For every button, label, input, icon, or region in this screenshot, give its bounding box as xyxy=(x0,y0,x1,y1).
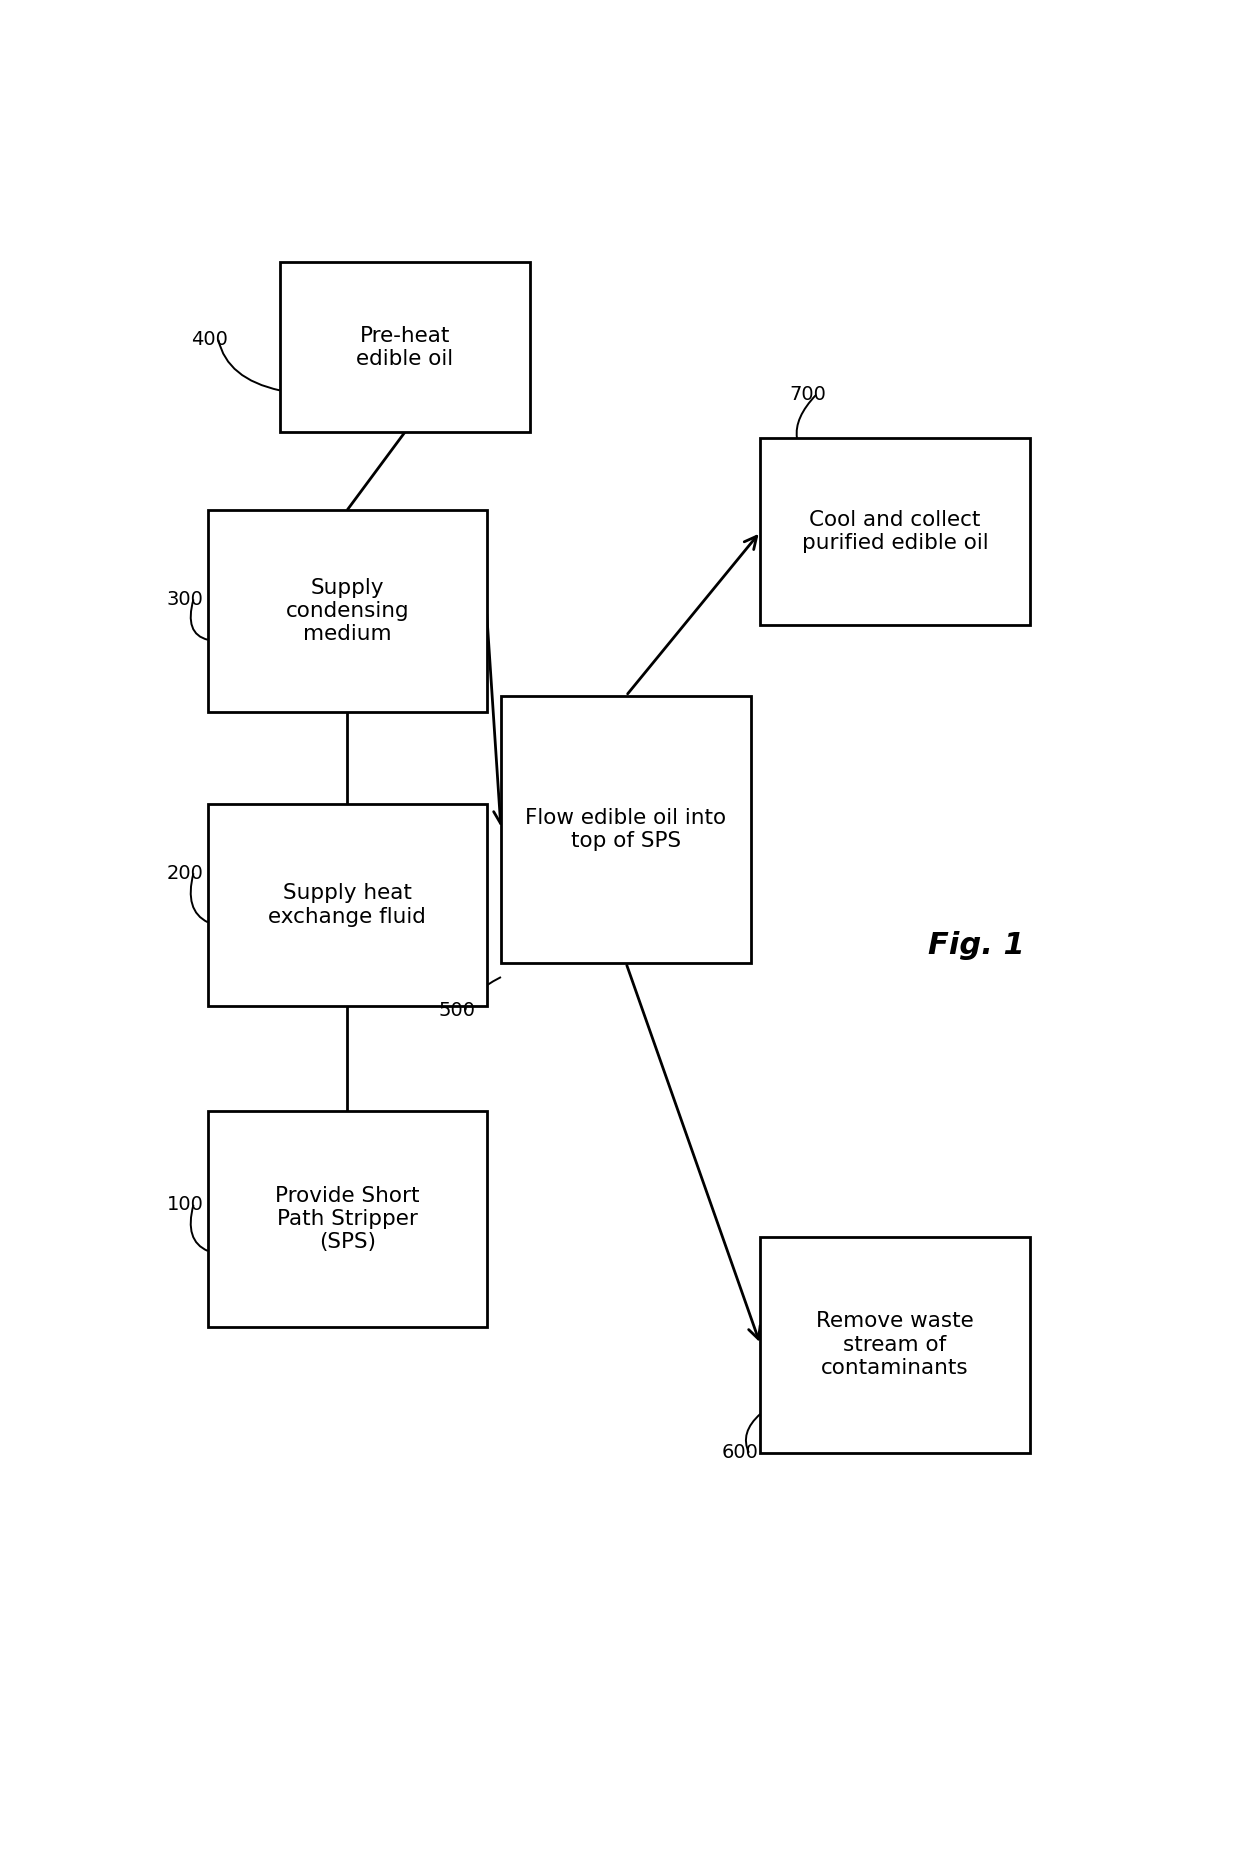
Text: Supply
condensing
medium: Supply condensing medium xyxy=(285,578,409,644)
Text: 500: 500 xyxy=(439,1002,475,1020)
Text: Flow edible oil into
top of SPS: Flow edible oil into top of SPS xyxy=(526,807,727,852)
Text: 400: 400 xyxy=(191,331,228,350)
Bar xyxy=(208,1112,486,1327)
Text: Cool and collect
purified edible oil: Cool and collect purified edible oil xyxy=(801,509,988,554)
Text: Supply heat
exchange fluid: Supply heat exchange fluid xyxy=(268,884,427,927)
Bar xyxy=(760,1237,1029,1453)
Bar xyxy=(208,509,486,711)
Text: 300: 300 xyxy=(166,590,203,608)
Bar xyxy=(760,438,1029,625)
Text: Pre-heat
edible oil: Pre-heat edible oil xyxy=(356,326,454,369)
Text: 200: 200 xyxy=(166,863,203,884)
Bar xyxy=(208,805,486,1005)
Text: Provide Short
Path Stripper
(SPS): Provide Short Path Stripper (SPS) xyxy=(275,1187,419,1252)
Text: 600: 600 xyxy=(722,1443,759,1462)
Text: Remove waste
stream of
contaminants: Remove waste stream of contaminants xyxy=(816,1312,973,1378)
Bar xyxy=(501,696,750,962)
Text: Fig. 1: Fig. 1 xyxy=(929,930,1025,960)
Text: 700: 700 xyxy=(789,386,826,404)
Text: 100: 100 xyxy=(166,1196,203,1215)
Bar xyxy=(280,262,529,432)
